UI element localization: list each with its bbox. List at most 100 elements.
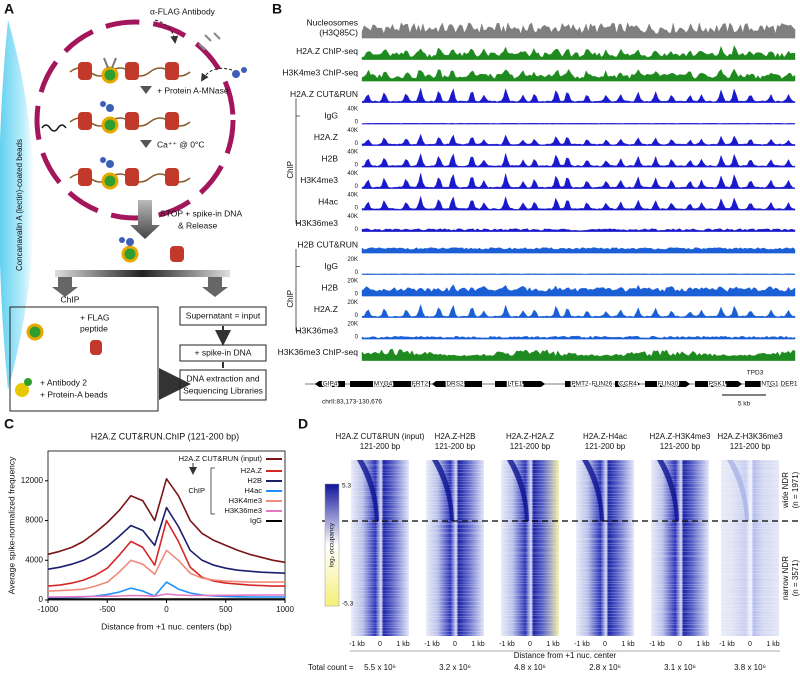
gene-label: FUN30 — [658, 381, 679, 388]
legend-bracket — [210, 467, 215, 515]
track-scale: 40K — [347, 128, 358, 134]
track-label: IgG — [324, 261, 338, 271]
label: ChIP — [61, 294, 80, 304]
panel-a-drawing — [0, 19, 267, 412]
track-label: H4ac — [318, 196, 339, 206]
colorbar-label: log₂ occupancy — [329, 522, 336, 567]
legend-label: H4ac — [244, 486, 262, 495]
box — [179, 344, 267, 362]
track-signal — [361, 45, 796, 60]
track-label: (H3Q85C) — [319, 27, 358, 37]
gene-label: DRS2 — [446, 381, 464, 388]
track-signal — [361, 348, 796, 361]
track-scale: 20K — [347, 300, 358, 306]
heatmap — [651, 460, 709, 636]
gene-label: TPD3 — [747, 370, 764, 377]
track-scale: 0 — [355, 227, 359, 233]
track-scale: 0 — [355, 206, 359, 212]
heatmap-subtitle: 121-200 bp — [435, 442, 476, 451]
heatmap-band — [507, 460, 529, 521]
track-label: H2A.Z CUT&RUN — [290, 89, 358, 99]
group-label: (n = 1971) — [791, 471, 800, 508]
x-axis-label: Distance from +1 nuc. centers (bp) — [101, 621, 232, 631]
panel-letter: A — [4, 1, 14, 17]
gene — [762, 381, 778, 387]
gene — [315, 381, 345, 387]
box — [179, 306, 267, 326]
x-tick-label: 500 — [219, 605, 233, 614]
heatmap-texture — [351, 459, 409, 634]
y-tick-label: 4000 — [25, 555, 43, 564]
nucleosome-row — [69, 57, 191, 84]
label: DNA extraction and — [186, 373, 260, 383]
heatmap-subtitle: 121-200 bp — [660, 442, 701, 451]
group-bracket — [295, 98, 300, 224]
track-label: H2A.Z ChIP-seq — [296, 46, 358, 56]
colorbar-tick: 5.3 — [342, 483, 351, 490]
track-scale: 0 — [355, 292, 359, 298]
heatmap-title: H2A.Z-H2B — [435, 432, 476, 441]
x-tick-label: 1 kb — [546, 641, 559, 648]
heatmap-title: H2A.Z CUT&RUN (input) — [336, 432, 425, 441]
gene-label: GIP4 — [323, 381, 338, 388]
legend-label: H3K4me3 — [229, 496, 262, 505]
label: + FLAG — [80, 312, 110, 322]
heatmap — [576, 460, 634, 636]
x-tick-label: -1 kb — [424, 641, 440, 648]
gene — [592, 381, 612, 387]
track-signal — [361, 133, 796, 146]
label: Ca⁺⁺ @ 0°C — [157, 139, 204, 149]
gene — [432, 381, 482, 387]
heatmap-title: H2A.Z-H3K4me3 — [650, 432, 711, 441]
track-scale: 20K — [347, 322, 358, 328]
x-tick-label: 1 kb — [696, 641, 709, 648]
track-scale: 40K — [347, 171, 358, 177]
x-tick-label: -1 kb — [349, 641, 365, 648]
track-label: H3K4me3 — [300, 175, 338, 185]
x-tick-label: 1 kb — [621, 641, 634, 648]
gene-label: FUN26 — [592, 381, 613, 388]
track-signal — [361, 172, 796, 189]
gene-label: PSK1 — [709, 381, 726, 388]
track-label: H3K4me3 ChIP-seq — [282, 67, 358, 77]
x-tick-label: -500 — [99, 605, 116, 614]
x-tick-label: 1 kb — [766, 641, 779, 648]
track-scale: 0 — [355, 184, 359, 190]
label: 5 kb — [738, 401, 751, 408]
total-label: Total count = — [308, 663, 354, 672]
released-particle — [121, 245, 139, 263]
gene — [615, 381, 640, 387]
total-count: 5.5 x 10⁶ — [364, 663, 396, 672]
y-tick-label: 0 — [39, 595, 44, 604]
heatmap-subtitle: 121-200 bp — [585, 442, 626, 451]
total-count: 3.1 x 10⁶ — [664, 663, 696, 672]
track-scale: 0 — [355, 141, 359, 147]
x-tick-label: 1000 — [276, 605, 294, 614]
colorbar-tick: -5.3 — [342, 601, 354, 608]
gene-label: DEP1 — [781, 381, 798, 388]
gene — [350, 381, 420, 387]
track-label: H3K36me3 — [295, 325, 338, 335]
x-tick-label: -1 kb — [649, 641, 665, 648]
gene-label: FRT2 — [412, 381, 429, 388]
x-tick-label: 0 — [528, 641, 532, 648]
tether — [41, 124, 67, 132]
track-scale: 20K — [347, 257, 358, 263]
label: STOP + spike-in DNA — [160, 208, 242, 218]
group-bracket — [295, 249, 300, 332]
gene-label: NTG1 — [761, 381, 779, 388]
group-label: (n = 3571) — [791, 559, 800, 596]
label: peptide — [80, 323, 108, 333]
gene — [780, 381, 795, 387]
heatmap-subtitle: 121-200 bp — [510, 442, 551, 451]
nucleosome-row — [69, 157, 191, 190]
legend-label: H2A.Z — [241, 466, 263, 475]
heatmap-texture — [501, 459, 559, 636]
legend-label: H2B — [247, 476, 262, 485]
track-scale: 0 — [355, 270, 359, 276]
gene — [695, 381, 742, 387]
x-tick-label: -1000 — [38, 605, 59, 614]
heatmap-subtitle: 121-200 bp — [360, 442, 401, 451]
track-scale: 0 — [355, 313, 359, 319]
